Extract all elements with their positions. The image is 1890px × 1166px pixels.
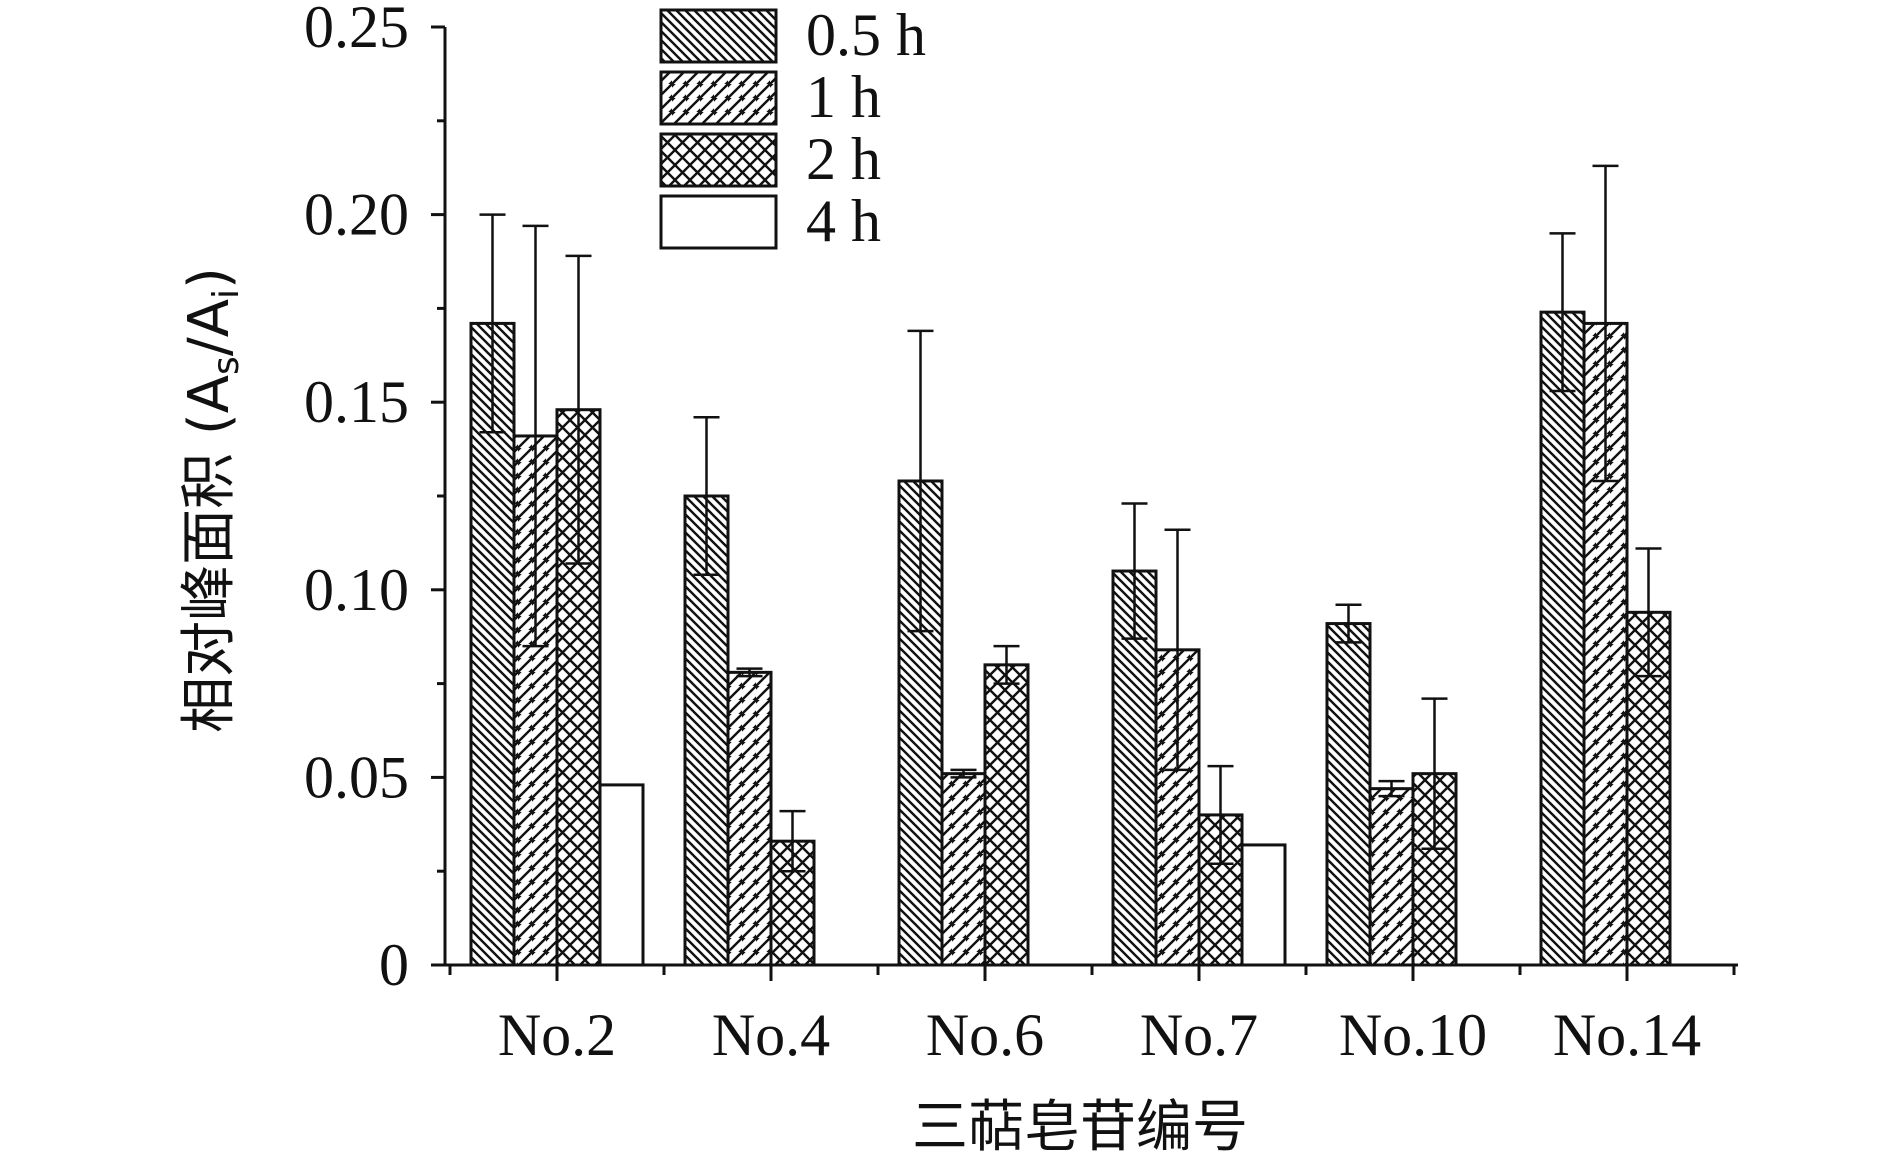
bar: [983, 663, 1030, 967]
x-tick-label: No.14: [1553, 1002, 1701, 1068]
x-tick-label: No.2: [498, 1002, 616, 1068]
x-tick-label: No.7: [1140, 1002, 1258, 1068]
y-tick-label: 0: [379, 932, 409, 998]
x-tick-label: No.10: [1339, 1002, 1487, 1068]
bar: [1325, 622, 1372, 967]
y-ticks: 0 0.05 0.10 0.15 0.20 0.25: [304, 0, 445, 998]
bar: [940, 772, 987, 967]
x-axis-title: 三萜皂苷编号: [912, 1095, 1248, 1160]
y-axis-title-sub-i: i: [206, 289, 247, 299]
legend-label: 0.5 h: [806, 2, 926, 68]
x-tick-label: No.4: [712, 1002, 830, 1068]
plot-area: [469, 164, 1672, 967]
bar: [1240, 843, 1287, 967]
y-axis-title-sub-s: s: [206, 356, 247, 375]
y-tick-label: 0.20: [304, 182, 409, 248]
bar: [1368, 787, 1415, 967]
legend-label: 4 h: [806, 188, 881, 254]
y-tick-label: 0.05: [304, 744, 409, 810]
y-tick-label: 0.10: [304, 557, 409, 623]
bar: [726, 670, 773, 967]
y-tick-label: 0.25: [304, 0, 409, 60]
legend-swatch: [659, 194, 778, 250]
bar: [598, 783, 645, 967]
x-ticks: No.2 No.4 No.6 No.7 No.10 No.14: [448, 965, 1736, 1068]
bar: [1539, 310, 1586, 967]
y-axis-title: 相对峰面积 (As/Ai): [177, 267, 247, 733]
legend-label: 2 h: [806, 126, 881, 192]
legend: 0.5 h1 h2 h4 h: [659, 2, 926, 254]
legend-swatch: [659, 8, 778, 64]
y-tick-label: 0.15: [304, 369, 409, 435]
x-tick-label: No.6: [926, 1002, 1044, 1068]
legend-swatch: [659, 70, 778, 126]
legend-label: 1 h: [806, 64, 881, 130]
legend-swatch: [659, 132, 778, 188]
